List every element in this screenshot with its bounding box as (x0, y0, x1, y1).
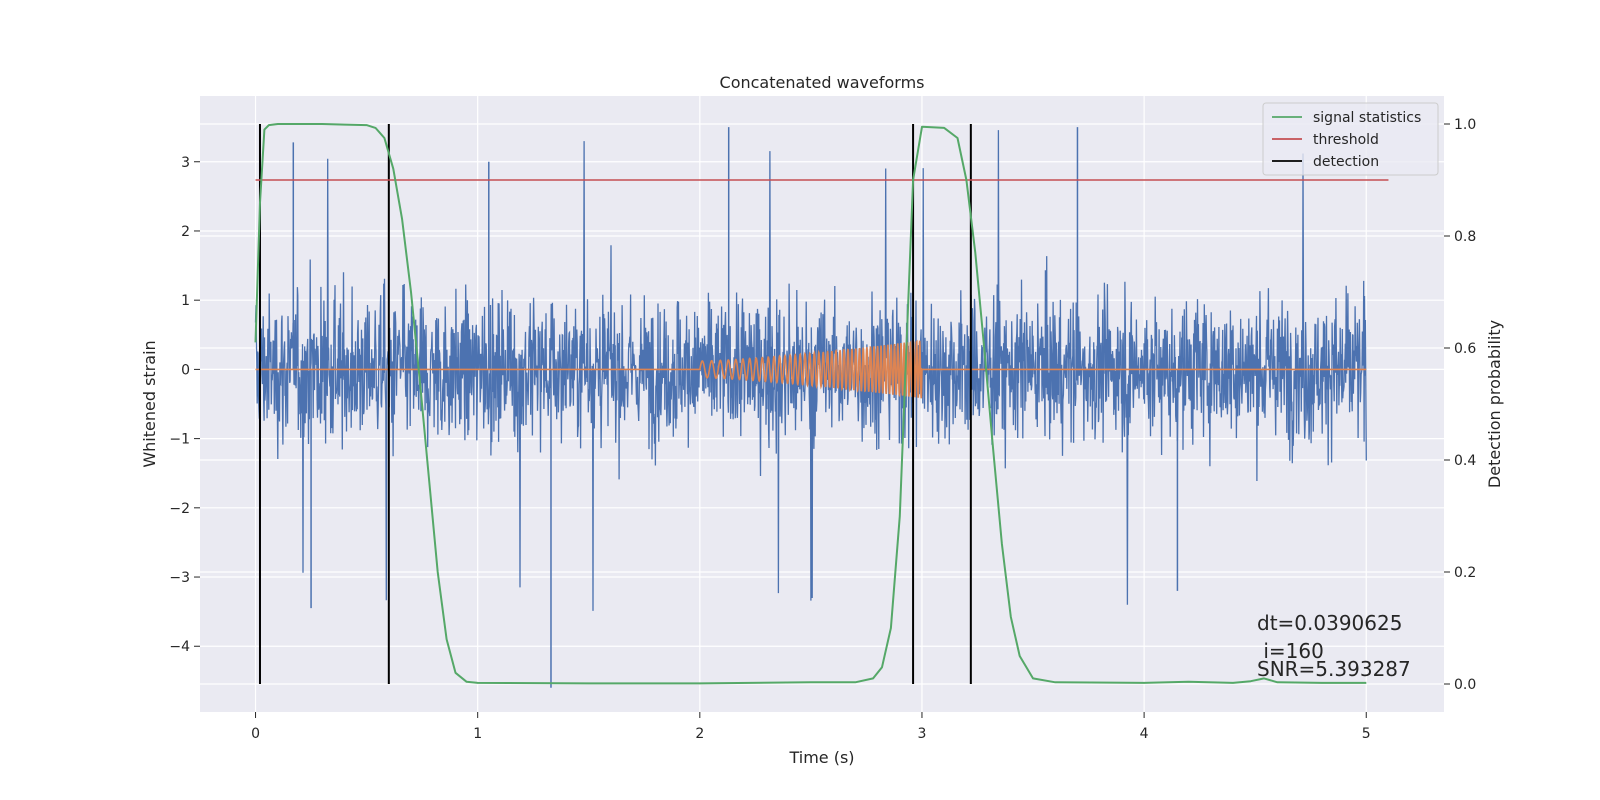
x-tick-label-2: 2 (695, 726, 704, 742)
y-left-tick-label-1: −3 (169, 570, 190, 586)
x-axis-label: Time (s) (788, 748, 854, 767)
y-right-tick-label-0: 0.0 (1454, 677, 1476, 693)
x-tick-label-0: 0 (251, 726, 260, 742)
legend-label-signal-statistics: signal statistics (1313, 110, 1421, 126)
x-tick-label-3: 3 (918, 726, 927, 742)
y-axis-right-label: Detection probability (1485, 320, 1504, 488)
y-right-tick-label-4: 0.8 (1454, 229, 1476, 245)
y-left-tick-label-6: 2 (181, 224, 190, 240)
y-right-tick-label-5: 1.0 (1454, 117, 1476, 133)
legend-label-threshold: threshold (1313, 132, 1379, 148)
legend-box (1262, 102, 1439, 176)
annotation-snr: SNR=5.393287 (1257, 657, 1411, 681)
legend-label-detection: detection (1313, 154, 1379, 170)
series-chirp-template (255, 339, 1367, 399)
y-axis-left-label: Whitened strain (140, 340, 159, 467)
x-tick-label-1: 1 (473, 726, 482, 742)
legend: signal statistics threshold detection (1262, 102, 1439, 176)
y-left-tick-label-7: 3 (181, 155, 190, 171)
chart-title: Concatenated waveforms (720, 73, 925, 92)
y-left-tick-label-5: 1 (181, 293, 190, 309)
y-axis-right-ticks: 0.0 0.2 0.4 0.6 0.8 1.0 (1444, 117, 1476, 693)
y-left-tick-label-4: 0 (181, 362, 190, 378)
y-right-tick-label-1: 0.2 (1454, 565, 1476, 581)
annotation-index: i=160 (1257, 639, 1324, 663)
y-left-tick-label-0: −4 (169, 639, 190, 655)
series-noise-strain (254, 130, 1367, 611)
y-right-tick-label-2: 0.4 (1454, 453, 1476, 469)
x-axis-ticks: 0 1 2 3 4 5 (251, 712, 1371, 742)
series-layer (254, 123, 1389, 688)
annotation-dt: dt=0.0390625 (1257, 611, 1402, 635)
x-tick-label-5: 5 (1362, 726, 1371, 742)
y-right-tick-label-3: 0.6 (1454, 341, 1476, 357)
y-axis-left-ticks: −4 −3 −2 −1 0 1 2 3 (169, 155, 200, 655)
y-left-tick-label-2: −2 (169, 501, 190, 517)
series-signal-statistics (254, 123, 1367, 685)
x-tick-label-4: 4 (1140, 726, 1149, 742)
y-left-tick-label-3: −1 (169, 432, 190, 448)
